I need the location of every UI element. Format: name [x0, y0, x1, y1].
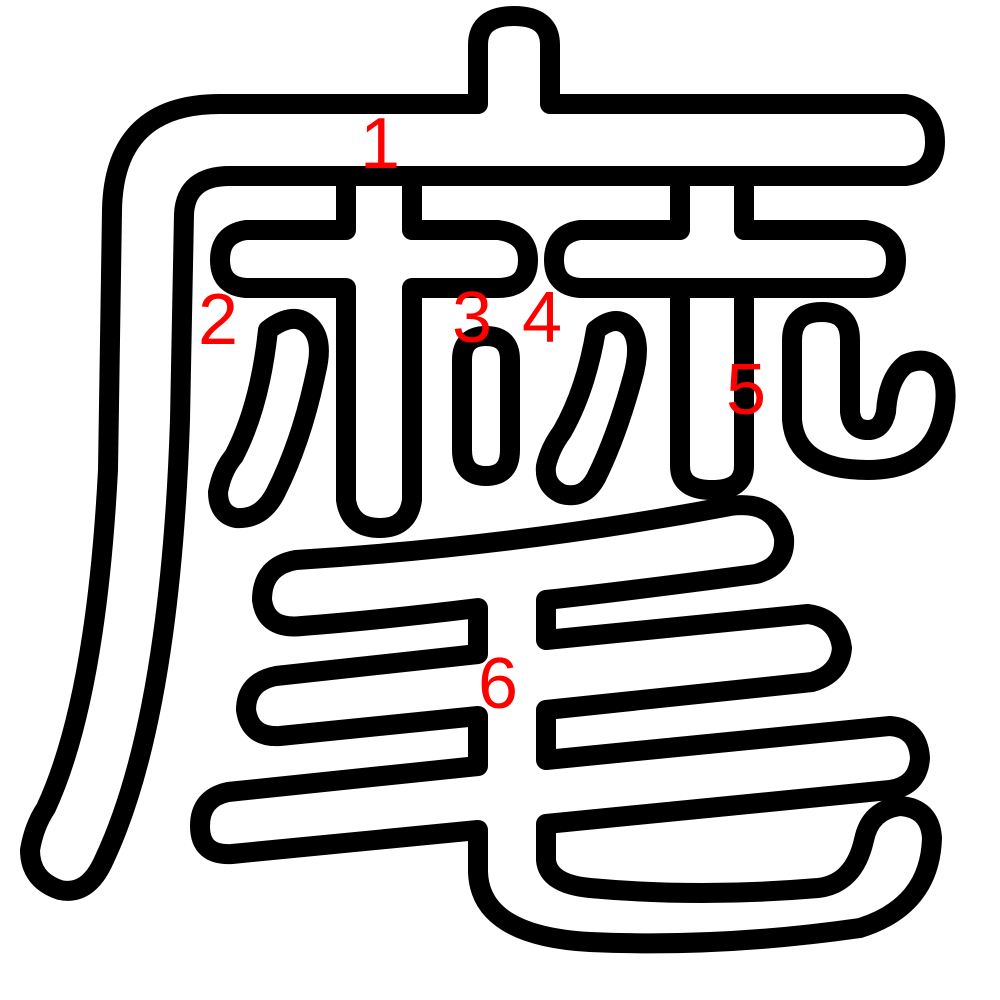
stroke-number-labels: 1 2 3 4 5 6 — [198, 104, 766, 724]
stroke-shapes — [20, 6, 956, 954]
stroke-5b-shape — [782, 302, 956, 480]
stroke-number-4: 4 — [522, 278, 562, 358]
stroke-number-6: 6 — [478, 644, 518, 724]
stroke-number-5: 5 — [726, 350, 766, 430]
stroke-1-shape — [20, 6, 945, 901]
stroke-5-shape — [670, 278, 754, 500]
stroke-number-2: 2 — [198, 280, 238, 360]
stroke-4-shape — [544, 166, 906, 298]
stroke-2b-shape — [208, 309, 329, 529]
stroke-3-shape — [452, 326, 520, 486]
stroke-2-shape — [210, 166, 538, 538]
stroke-6-shape — [190, 495, 942, 954]
stroke-number-1: 1 — [360, 104, 400, 184]
stroke-4b-shape — [535, 311, 647, 506]
stroke-number-3: 3 — [452, 278, 492, 358]
